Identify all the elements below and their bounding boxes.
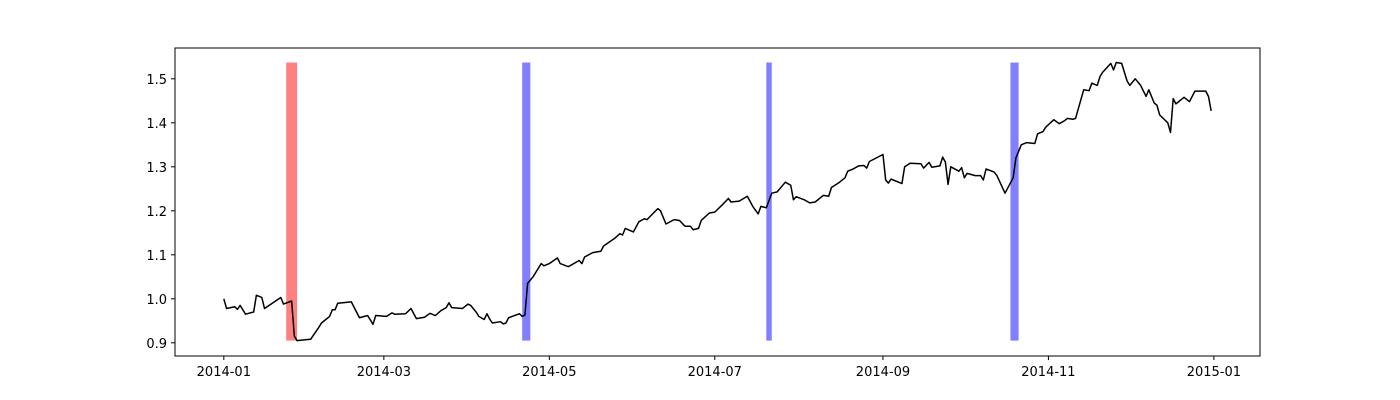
span [286,62,298,341]
x-tick-label: 2014-03 [357,365,411,380]
x-tick-label: 2015-01 [1187,365,1241,380]
span [522,62,531,341]
y-tick-label: 1.5 [146,73,167,88]
y-tick-label: 0.9 [146,337,167,352]
x-tick-label: 2014-11 [1021,365,1075,380]
span [1010,62,1019,341]
y-tick-label: 1.3 [146,161,167,176]
x-tick-label: 2014-01 [197,365,251,380]
x-tick-label: 2014-09 [856,365,910,380]
axes-frame [174,47,1261,357]
y-tick-label: 1.1 [146,249,167,264]
data-line [223,61,1212,342]
y-tick-label: 1.0 [146,293,167,308]
x-tick-label: 2014-07 [688,365,742,380]
y-tick-label: 1.4 [146,117,167,132]
y-tick-label: 1.2 [146,205,167,220]
x-tick-label: 2014-05 [522,365,576,380]
